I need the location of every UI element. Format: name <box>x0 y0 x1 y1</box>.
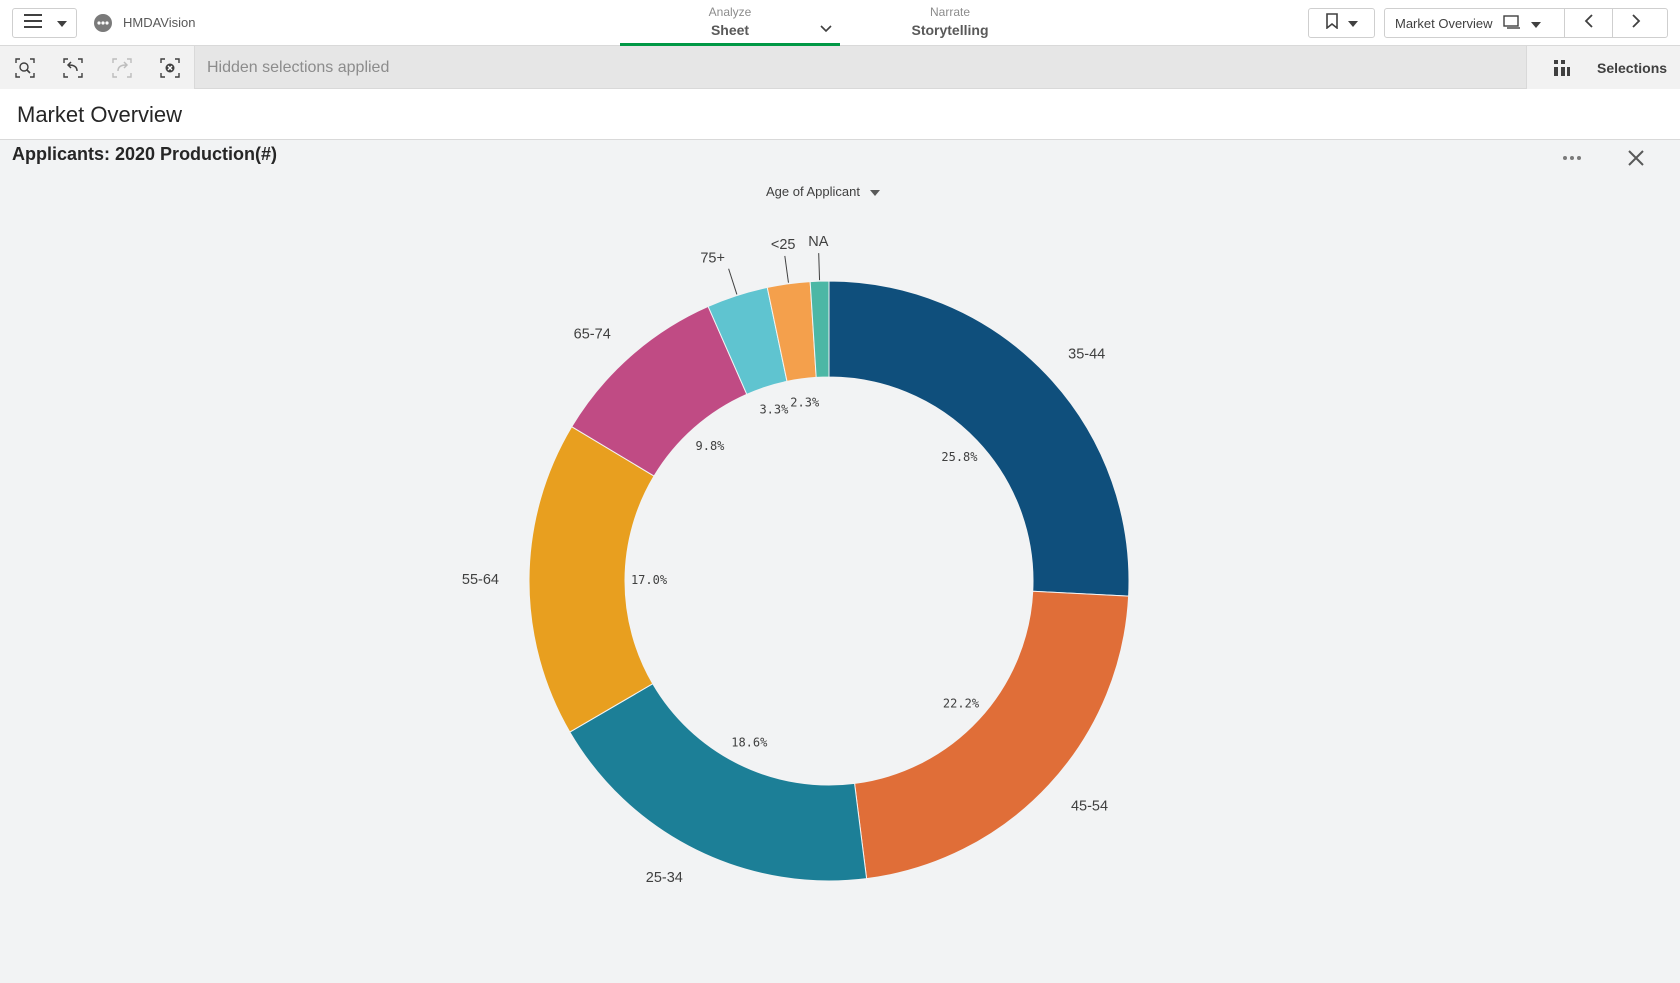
dimension-label: Age of Applicant <box>766 184 860 199</box>
tab-narrate-label: Narrate <box>929 5 970 19</box>
slice-value-label: 2.3% <box>790 396 820 410</box>
slice-value-label: 17.0% <box>631 573 668 587</box>
tab-narrate-storytelling[interactable]: Narrate Storytelling <box>860 0 1040 46</box>
tab-storytelling-label: Storytelling <box>911 22 989 38</box>
chart-title: Applicants: 2020 Production(#) <box>12 144 278 164</box>
step-forward-icon[interactable] <box>111 57 133 79</box>
app-logo-icon <box>93 13 113 33</box>
smart-search-icon[interactable] <box>14 57 36 79</box>
sheet-title-bar: Market Overview <box>0 89 1680 140</box>
selections-button[interactable]: Selections <box>1526 46 1680 89</box>
sheet-icon <box>1502 14 1521 32</box>
donut-slice-35-44[interactable] <box>828 280 1130 597</box>
hamburger-icon <box>24 13 42 33</box>
chevron-right-icon <box>1631 13 1641 33</box>
slice-category-label: 35-44 <box>1068 347 1105 363</box>
chart-panel: 35-44 25.8% 45-54 22.2% 25-34 18.6% 55-64 17.0%… <box>0 140 1680 983</box>
slice-value-label: 22.2% <box>943 696 980 710</box>
slice-category-label: 65-74 <box>574 326 611 342</box>
slice-value-label: 18.6% <box>731 735 768 749</box>
slice-value-label: 25.8% <box>941 450 978 464</box>
bookmarks-button[interactable] <box>1308 8 1375 38</box>
slice-category-label: <25 <box>771 237 796 253</box>
slice-category-label: 75+ <box>700 250 725 266</box>
caret-down-icon <box>869 184 880 199</box>
selection-bar: Hidden selections applied Selections <box>0 46 1680 89</box>
slice-category-label: 45-54 <box>1071 798 1108 814</box>
chevron-left-icon <box>1584 13 1594 33</box>
previous-sheet-button[interactable] <box>1565 9 1612 37</box>
donut-chart: 35-44 25.8% 45-54 22.2% 25-34 18.6% 55-64 17.0%… <box>462 234 1130 886</box>
sheet-title: Market Overview <box>17 102 183 127</box>
app-name: HMDAVision <box>123 15 196 30</box>
slice-value-label: 9.8% <box>696 439 726 453</box>
bookmark-icon <box>1325 12 1338 34</box>
donut-slice-25-34[interactable] <box>569 683 868 882</box>
label-leader-line <box>728 268 738 295</box>
top-toolbar: HMDAVision Analyze Sheet Narrate Storyte… <box>0 0 1680 46</box>
caret-down-icon <box>1530 16 1541 31</box>
tab-sheet-label: Sheet <box>710 22 750 38</box>
next-sheet-button[interactable] <box>1612 9 1659 37</box>
donut-slice-na[interactable] <box>809 280 830 378</box>
tab-analyze-sheet[interactable]: Analyze Sheet <box>620 0 840 46</box>
current-sheet-name: Market Overview <box>1395 15 1493 31</box>
selection-status-text: Hidden selections applied <box>207 59 390 76</box>
selections-label: Selections <box>1597 59 1668 76</box>
caret-down-icon <box>57 14 67 32</box>
label-leader-line <box>784 255 789 283</box>
sheet-selector[interactable]: Market Overview <box>1385 9 1565 37</box>
selections-tool-icon <box>1553 59 1571 77</box>
caret-down-icon <box>1347 14 1358 32</box>
more-options-icon[interactable] <box>1560 146 1584 170</box>
slice-category-label: 25-34 <box>646 870 683 886</box>
navigation-menu-button[interactable] <box>12 8 77 38</box>
dimension-selector[interactable]: Age of Applicant <box>766 184 880 199</box>
donut-slice-45-54[interactable] <box>854 590 1130 880</box>
chevron-down-icon[interactable] <box>820 20 832 38</box>
label-leader-line <box>818 253 821 281</box>
sheet-navigator: Market Overview <box>1384 8 1668 38</box>
slice-category-label: NA <box>808 234 828 250</box>
selection-tools <box>0 46 195 89</box>
close-icon[interactable] <box>1624 146 1648 170</box>
step-back-icon[interactable] <box>62 57 84 79</box>
slice-value-label: 3.3% <box>759 403 789 417</box>
clear-all-selections-icon[interactable] <box>159 57 181 79</box>
slice-category-label: 55-64 <box>462 572 499 588</box>
tab-analyze-label: Analyze <box>708 5 752 19</box>
